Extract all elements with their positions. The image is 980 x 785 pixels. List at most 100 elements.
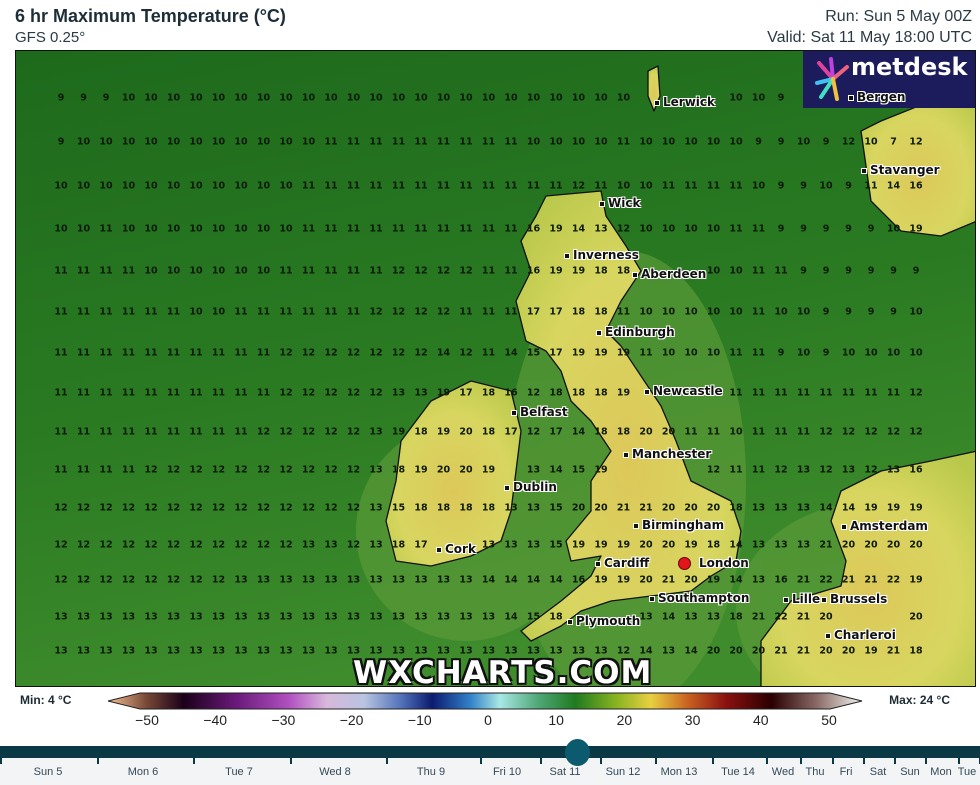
- city-label-newcastle: Newcastle: [644, 384, 723, 398]
- temperature-value: 13: [369, 645, 383, 657]
- temperature-map[interactable]: 9 9 9 10 10 10 10 10 10 10 10 10 10 10 10 10 10 10 10 10 10 1…: [15, 50, 976, 687]
- temperature-value: 10: [256, 180, 271, 192]
- timeline-day-label[interactable]: Mon 13: [660, 766, 698, 778]
- temperature-value: 10: [144, 265, 158, 277]
- colorbar-tick-label: −30: [271, 712, 296, 728]
- temperature-value: 13: [796, 464, 811, 476]
- temperature-value: 18: [616, 426, 631, 438]
- temperature-value: 11: [706, 180, 721, 192]
- temperature-value: 13: [886, 464, 901, 476]
- temperature-value: 12: [121, 502, 136, 514]
- timeline-day-label[interactable]: Sun 5: [33, 766, 63, 778]
- temperature-value: 19: [549, 223, 563, 235]
- temperature-value: 11: [99, 426, 113, 438]
- temperature-value: 12: [166, 539, 181, 551]
- min-temperature: Min: 4 °C: [20, 693, 72, 707]
- temperature-value: 12: [121, 574, 136, 586]
- timeline-tick: [540, 758, 542, 764]
- temperature-value: 13: [436, 611, 451, 623]
- temperature-value: 18: [909, 645, 923, 657]
- temperature-value: 15: [391, 502, 406, 514]
- temperature-value: 10: [661, 306, 676, 318]
- temperature-value: 12: [864, 464, 878, 476]
- temperature-value: 11: [481, 223, 496, 235]
- timeline-day-label[interactable]: Mon 6: [127, 766, 159, 778]
- metdesk-starburst-logo: [815, 57, 849, 101]
- temperature-value: 21: [819, 539, 833, 551]
- temperature-value: 9: [777, 347, 785, 359]
- timeline-day-label[interactable]: Thu 9: [416, 766, 446, 778]
- temperature-value: 12: [616, 645, 631, 657]
- temperature-value: 12: [279, 347, 293, 359]
- temperature-value: 12: [301, 347, 316, 359]
- temperature-value: 13: [76, 645, 91, 657]
- temperature-value: 14: [729, 539, 743, 551]
- temperature-value: 21: [796, 645, 811, 657]
- temperature-value: 12: [211, 539, 226, 551]
- temperature-value: 12: [369, 347, 383, 359]
- city-label-southampton: Southampton: [649, 591, 749, 605]
- colorbar-tick-label: −20: [339, 712, 364, 728]
- temperature-value: 20: [909, 539, 923, 551]
- temperature-value: 20: [661, 539, 676, 551]
- temperature-value: 15: [526, 347, 541, 359]
- temperature-value: 10: [684, 306, 698, 318]
- model-label: GFS 0.25°: [15, 29, 86, 46]
- temperature-value: 10: [211, 265, 226, 277]
- timeline-day-label[interactable]: Sun: [900, 766, 920, 778]
- temperature-value: 13: [324, 574, 338, 586]
- timeline-day-label[interactable]: Sun 12: [605, 766, 641, 778]
- temperature-value: 12: [279, 426, 293, 438]
- temperature-value: 12: [301, 502, 316, 514]
- temperature-value: 11: [301, 265, 316, 277]
- timeline-day-label[interactable]: Sat 11: [549, 766, 581, 778]
- temperature-value: 12: [391, 265, 406, 277]
- temperature-value: 14: [504, 611, 518, 623]
- temperature-value: 21: [616, 502, 631, 514]
- temperature-value: 19: [594, 539, 608, 551]
- temperature-value: 11: [684, 180, 698, 192]
- timeline-tick: [97, 758, 99, 764]
- temperature-value: 9: [845, 223, 852, 235]
- timeline-tick: [894, 758, 896, 764]
- timeline-day-label[interactable]: Fri 10: [492, 766, 522, 778]
- timeline-day-label[interactable]: Tue: [957, 766, 977, 778]
- temperature-value: 12: [211, 574, 226, 586]
- timeline-day-label[interactable]: Mon: [930, 766, 952, 778]
- temperature-value: 20: [639, 574, 653, 586]
- temperature-value: 13: [436, 645, 451, 657]
- timeline-slider-handle[interactable]: [565, 739, 590, 766]
- timeline-day-label[interactable]: Sat: [869, 766, 887, 778]
- temperature-value: 18: [571, 306, 586, 318]
- timeline-day-label[interactable]: Tue 7: [225, 766, 253, 778]
- temperature-value: 16: [909, 464, 923, 476]
- temperature-value: 18: [594, 265, 608, 277]
- timeline-day-label[interactable]: Thu: [805, 766, 825, 778]
- temperature-value: 19: [594, 347, 608, 359]
- temperature-value: 12: [346, 426, 361, 438]
- temperature-value: 10: [121, 223, 136, 235]
- temperature-value: 10: [189, 180, 203, 192]
- temperature-value: 11: [301, 180, 316, 192]
- timeline-track[interactable]: [0, 746, 980, 758]
- timeline-tick: [863, 758, 865, 764]
- temperature-value: 11: [729, 387, 743, 399]
- temperature-value: 13: [324, 611, 338, 623]
- temperature-value: 10: [616, 92, 631, 104]
- timeline-day-label[interactable]: Wed 8: [319, 766, 351, 778]
- temperature-value: 11: [279, 265, 293, 277]
- temperature-value: 19: [571, 347, 586, 359]
- temperature-value: 13: [189, 611, 203, 623]
- temperature-value: 11: [54, 306, 68, 318]
- temperature-value: 10: [256, 265, 271, 277]
- timeline-day-label[interactable]: Wed: [771, 766, 795, 778]
- temperature-value: 11: [504, 265, 518, 277]
- temperature-value: 10: [729, 426, 743, 438]
- timeline-tick: [712, 758, 714, 764]
- timeline-day-label[interactable]: Tue 14: [721, 766, 755, 778]
- temperature-value: 18: [729, 502, 743, 514]
- temperature-value: 12: [616, 223, 631, 235]
- timeline-day-label[interactable]: Fri: [839, 766, 853, 778]
- temperature-value: 12: [121, 539, 136, 551]
- temperature-value: 12: [99, 574, 113, 586]
